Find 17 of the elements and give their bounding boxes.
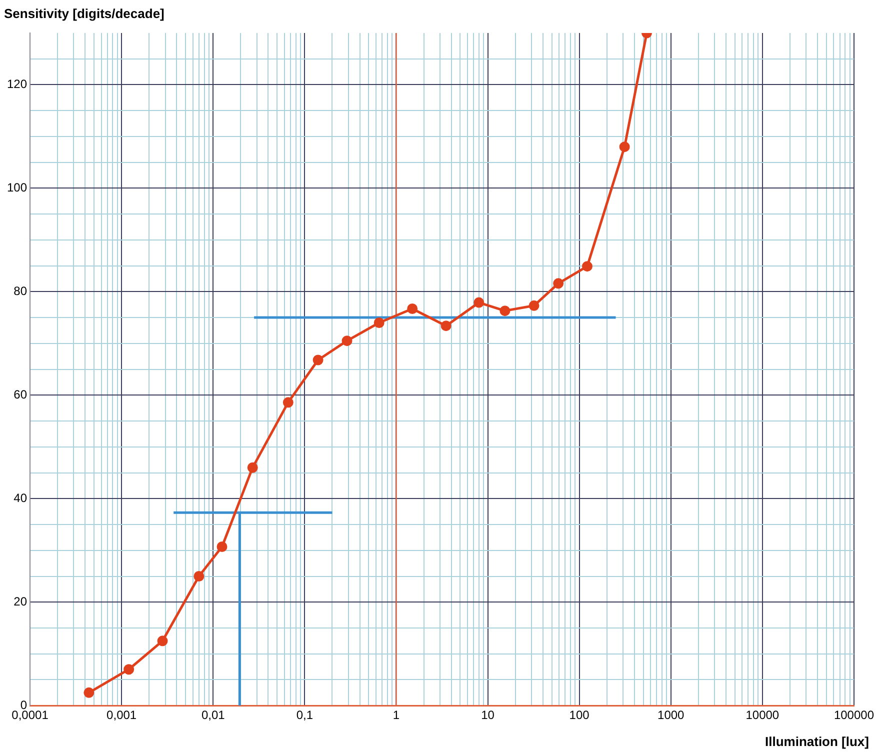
y-tick-label: 20 — [14, 594, 28, 608]
x-tick-label: 10000 — [746, 708, 780, 722]
y-tick-label: 120 — [6, 77, 28, 92]
x-tick-label: 0,01 — [201, 708, 226, 722]
x-tick-label: 100000 — [834, 708, 874, 722]
y-tick-label: 60 — [14, 387, 28, 402]
y-tick-label: 40 — [14, 490, 28, 505]
x-tick-label: 0,001 — [106, 708, 137, 722]
y-tick-label: 100 — [6, 180, 28, 195]
x-tick-label: 0,1 — [296, 708, 314, 722]
x-axis-title: Illumination [lux] — [765, 734, 869, 749]
x-tick-label: 1000 — [658, 708, 685, 722]
x-tick-label: 100 — [569, 708, 590, 722]
x-tick-label: 10 — [481, 708, 495, 722]
y-tick-label: 80 — [14, 284, 28, 298]
y-axis-title: Sensitivity [digits/decade] — [4, 6, 164, 21]
x-tick-label: 1 — [392, 708, 400, 722]
